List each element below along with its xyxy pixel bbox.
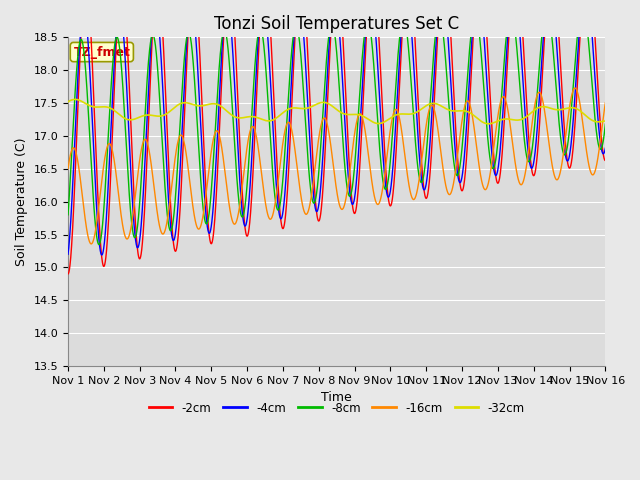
Y-axis label: Soil Temperature (C): Soil Temperature (C) — [15, 137, 28, 266]
X-axis label: Time: Time — [321, 391, 352, 404]
Title: Tonzi Soil Temperatures Set C: Tonzi Soil Temperatures Set C — [214, 15, 460, 33]
Legend: -2cm, -4cm, -8cm, -16cm, -32cm: -2cm, -4cm, -8cm, -16cm, -32cm — [144, 397, 529, 419]
Text: TZ_fmet: TZ_fmet — [74, 46, 131, 59]
